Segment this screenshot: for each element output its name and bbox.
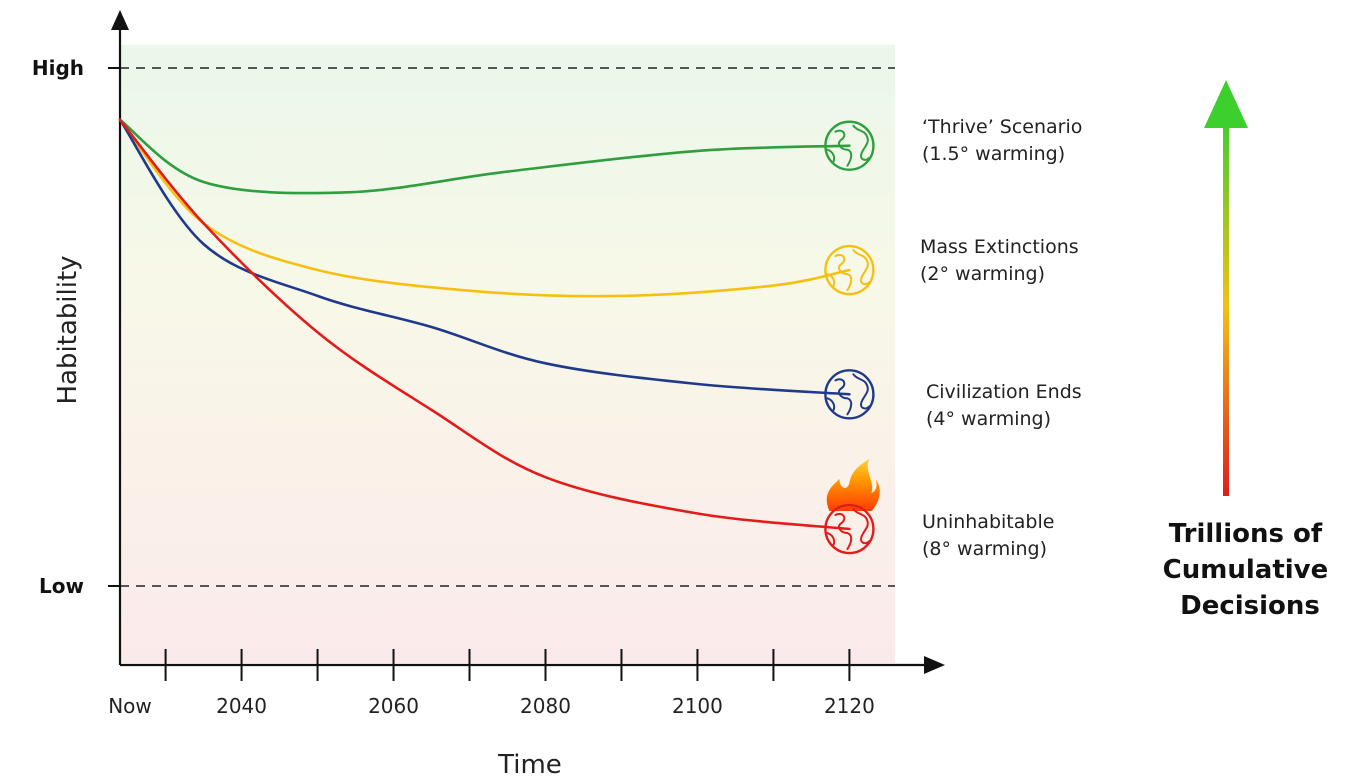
x-tick-label: 2100 [672, 694, 723, 718]
x-tick-labels: Now 2040 2060 2080 2100 2120 [108, 694, 875, 718]
x-tick-label: 2040 [216, 694, 267, 718]
series-label: (8° warming) [922, 538, 1047, 560]
x-axis-arrowhead [924, 656, 945, 674]
continents [826, 124, 871, 167]
y-axis-title: Habitability [53, 255, 83, 404]
low-label: Low [39, 574, 84, 598]
series-line [118, 118, 851, 195]
x-tick-label: Now [108, 694, 152, 718]
series-label: Civilization Ends [926, 381, 1082, 403]
earth-icon [824, 120, 875, 171]
earth-icon [824, 244, 875, 296]
series-lines [118, 118, 851, 531]
y-axis-arrowhead [111, 10, 129, 30]
x-axis-title: Time [497, 750, 562, 776]
series-line [118, 118, 851, 396]
earth-icon [824, 369, 875, 420]
continents [826, 373, 871, 416]
decisions-label-line-2: Cumulative [1163, 555, 1329, 585]
burning-earth-icon [824, 459, 880, 555]
decisions-label: Trillions of Cumulative Decisions [1163, 519, 1338, 621]
decisions-arrowhead [1204, 80, 1248, 128]
x-tick-label: 2120 [824, 694, 875, 718]
series-label: (1.5° warming) [922, 143, 1065, 165]
decisions-arrow-shaft [1223, 118, 1229, 496]
globe-outline [824, 503, 875, 555]
series-label: Uninhabitable [922, 511, 1054, 533]
series-line [118, 118, 851, 531]
decisions-label-line-1: Trillions of [1169, 519, 1323, 549]
high-label: High [32, 56, 84, 80]
globe-outline [824, 369, 875, 420]
flame-icon [826, 459, 880, 512]
x-tick-label: 2060 [368, 694, 419, 718]
series-label: ‘Thrive’ Scenario [922, 116, 1082, 138]
x-tick-marks [164, 649, 851, 681]
continents [826, 508, 871, 551]
decisions-arrow [1204, 80, 1248, 496]
series-label: (4° warming) [926, 408, 1051, 430]
continents [826, 249, 871, 292]
decisions-label-line-3: Decisions [1180, 591, 1320, 621]
series-label: Mass Extinctions [920, 236, 1079, 258]
globe-outline [824, 120, 875, 171]
x-tick-label: 2080 [520, 694, 571, 718]
series-labels: ‘Thrive’ Scenario (1.5° warming) Mass Exti… [920, 116, 1082, 560]
globe-outline [824, 244, 875, 296]
series-label: (2° warming) [920, 263, 1045, 285]
series-icons [824, 120, 880, 555]
